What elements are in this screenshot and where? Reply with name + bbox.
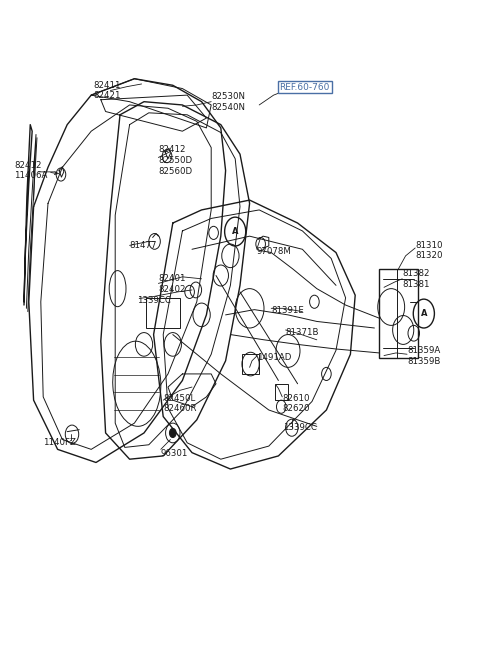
Text: 82450L
82460R: 82450L 82460R [163,394,197,413]
Text: 1339CC: 1339CC [283,423,317,432]
Text: 81359A
81359B: 81359A 81359B [407,346,441,366]
Text: 81391E: 81391E [271,306,304,315]
Text: 82610
82620: 82610 82620 [282,394,310,413]
Text: 96301: 96301 [161,449,188,459]
Text: A: A [232,227,239,236]
Text: 81477: 81477 [130,241,157,251]
Text: 82530N
82540N: 82530N 82540N [211,92,245,112]
Text: 97078M: 97078M [257,247,292,256]
Text: 82412
11406A: 82412 11406A [14,161,48,180]
Text: 1491AD: 1491AD [257,353,292,362]
Text: 81371B: 81371B [286,328,319,337]
Text: 81310
81320: 81310 81320 [415,241,443,260]
Text: 1140FZ: 1140FZ [43,438,76,447]
Text: 82412
82550D
82560D: 82412 82550D 82560D [158,146,192,176]
Circle shape [169,428,176,438]
Text: REF.60-760: REF.60-760 [280,83,330,92]
Text: 81382
81381: 81382 81381 [402,269,430,289]
Text: 82401
82402: 82401 82402 [158,274,186,294]
Text: A: A [420,309,427,318]
Text: 1339CC: 1339CC [137,296,171,305]
Text: 82411
82421: 82411 82421 [94,81,121,100]
